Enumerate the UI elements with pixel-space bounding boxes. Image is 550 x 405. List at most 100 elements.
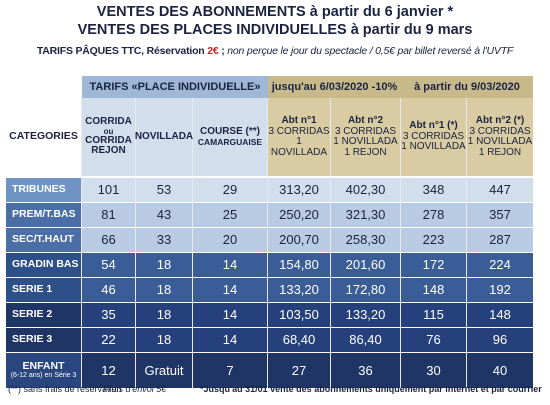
table-cell: 278 [401, 203, 467, 227]
table-cell: 14 [193, 278, 268, 302]
row-category-main: ENFANT [22, 360, 65, 373]
footer-note-camarguaise: (**) sans frais de réservation [8, 384, 122, 394]
col-abt2-early-l3: 1 NOVILLADA [333, 136, 398, 147]
table-cell: 154,80 [268, 253, 331, 277]
table-cell: 321,30 [331, 203, 401, 227]
table-cell: 25 [193, 203, 268, 227]
table-cell: 200,70 [268, 228, 331, 252]
table-row: SERIE 1 46 18 14 133,20 172,80 148 192 [6, 278, 533, 302]
col-abt1-late-l3: 1 NOVILLADA [401, 141, 466, 153]
table-cell: Gratuit [136, 353, 193, 388]
col-categories: CATEGORIES [6, 98, 82, 176]
table-row: SERIE 2 35 18 14 103,50 133,20 115 148 [6, 303, 533, 327]
table-row: SEC/T.HAUT 66 33 20 200,70 258,30 223 28… [6, 228, 533, 252]
table-cell: 66 [82, 228, 136, 252]
tarifs-note: non perçue le jour du spectacle / 0,5€ p… [227, 45, 514, 57]
table-cell: 68,40 [268, 328, 331, 352]
table-cell: 258,30 [331, 228, 401, 252]
col-abt2-early: Abt n°2 3 CORRIDAS 1 NOVILLADA 1 REJON [331, 98, 401, 176]
tarifs-line: TARIFS PÂQUES TTC, Réservation 2€ ; non … [0, 45, 550, 57]
table-cell: 43 [136, 203, 193, 227]
col-course: COURSE (**) CAMARGUAISE [193, 98, 268, 176]
table-row: SERIE 3 22 18 14 68,40 86,40 76 96 [6, 328, 533, 352]
col-abt1-late-l1: Abt n°1 (*) [409, 120, 458, 132]
tarifs-prefix: TARIFS PÂQUES TTC, Réservation [36, 45, 208, 57]
table-cell: 18 [136, 278, 193, 302]
table-cell: 20 [193, 228, 268, 252]
col-abt1-late: Abt n°1 (*) 3 CORRIDAS 1 NOVILLADA [401, 98, 467, 176]
col-corrida-l1: CORRIDA [85, 116, 132, 128]
band-late: à partir du 9/03/2020 [401, 76, 533, 98]
tarifs-fee: 2€ [207, 45, 219, 57]
row-category: SEC/T.HAUT [6, 228, 82, 252]
table-cell: 14 [193, 328, 268, 352]
tarifs-sep: ; [218, 45, 228, 57]
table-cell: 18 [136, 253, 193, 277]
col-novillada-l1: NOVILLADA [134, 130, 194, 142]
table-row: TRIBUNES 101 53 29 313,20 402,30 348 447 [6, 178, 533, 202]
table-cell: 313,20 [268, 178, 331, 202]
row-category: SERIE 1 [6, 278, 82, 302]
band-early: jusqu'au 6/03/2020 -10% [268, 76, 401, 98]
col-corrida-l2: ou [103, 126, 114, 136]
table-cell: 14 [193, 303, 268, 327]
table-cell: 96 [467, 328, 533, 352]
table-cell: 133,20 [268, 278, 331, 302]
col-abt2-early-l4: 1 REJON [344, 146, 387, 158]
footer-note-shipping: Frais d'envoi 5€ [103, 384, 167, 394]
table-cell: 33 [136, 228, 193, 252]
table-cell: 12 [82, 353, 136, 388]
table-cell: 287 [467, 228, 533, 252]
title-line-1: VENTES DES ABONNEMENTS à partir du 6 jan… [96, 4, 454, 20]
title-line-2: VENTES DES PLACES INDIVIDUELLES à partir… [77, 22, 473, 38]
table-cell: 348 [401, 178, 467, 202]
table-cell: 224 [467, 253, 533, 277]
table-cell: 81 [82, 203, 136, 227]
row-category: PREM/T.BAS [6, 203, 82, 227]
table-cell: 76 [401, 328, 467, 352]
col-abt2-late-l3: 1 NOVILLADA [467, 136, 533, 147]
table-cell: 29 [193, 178, 268, 202]
table-row: GRADIN BAS 54 18 14 154,80 201,60 172 22… [6, 253, 533, 277]
col-abt1-early-l1: Abt n°1 [281, 115, 317, 126]
table-cell: 101 [82, 178, 136, 202]
table-cell: 223 [401, 228, 467, 252]
table-cell: 148 [401, 278, 467, 302]
table-cell: 27 [268, 353, 331, 388]
table-cell: 447 [467, 178, 533, 202]
col-abt1-early-l2: 3 CORRIDAS [268, 125, 330, 137]
col-abt2-early-l1: Abt n°2 [347, 115, 384, 126]
table-cell: 402,30 [331, 178, 401, 202]
row-category: SERIE 2 [6, 303, 82, 327]
col-abt1-late-l2: 3 CORRIDAS [402, 130, 465, 142]
col-abt2-late-l4: 1 REJON [478, 146, 522, 158]
table-cell: 30 [401, 353, 467, 388]
table-cell: 35 [82, 303, 136, 327]
col-corrida: CORRIDA ou CORRIDA REJON [82, 98, 136, 176]
row-category-note: (6-12 ans) en Série 3 [10, 372, 77, 380]
table-cell: 115 [401, 303, 467, 327]
table-cell: 22 [82, 328, 136, 352]
table-cell: 46 [82, 278, 136, 302]
col-course-l2: CAMARGUAISE [197, 136, 263, 147]
table-cell: 40 [467, 353, 533, 388]
table-cell: 192 [467, 278, 533, 302]
column-headers: CATEGORIES CORRIDA ou CORRIDA REJON NOVI… [6, 98, 533, 176]
footer-note-subscriptions: *Jusqu'au 31/01 vente des abonnements un… [200, 384, 542, 394]
col-corrida-l3: CORRIDA [85, 134, 132, 146]
table-cell: 18 [136, 303, 193, 327]
table-cell: 7 [193, 353, 268, 388]
table-cell: 250,20 [268, 203, 331, 227]
col-abt2-late: Abt n°2 (*) 3 CORRIDAS 1 NOVILLADA 1 REJ… [467, 98, 533, 176]
table-row: ENFANT (6-12 ans) en Série 3 12 Gratuit … [6, 353, 533, 388]
row-category: TRIBUNES [6, 178, 82, 202]
table-cell: 148 [467, 303, 533, 327]
table-cell: 54 [82, 253, 136, 277]
row-category: SERIE 3 [6, 328, 82, 352]
table-cell: 201,60 [331, 253, 401, 277]
table-cell: 14 [193, 253, 268, 277]
col-corrida-l4: REJON [91, 145, 126, 157]
band-empty [6, 76, 82, 98]
col-abt2-late-l2: 3 CORRIDAS [469, 125, 531, 137]
table-row: PREM/T.BAS 81 43 25 250,20 321,30 278 35… [6, 203, 533, 227]
